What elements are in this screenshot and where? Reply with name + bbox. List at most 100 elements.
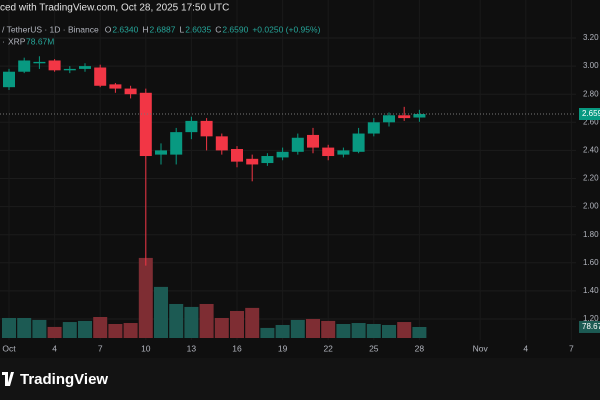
x-tick-label: Oct: [2, 343, 16, 353]
candle-body: [139, 92, 152, 157]
brand: TradingView: [20, 371, 108, 388]
source-line: ced with TradingView.com, Oct 28, 2025 1…: [0, 3, 229, 14]
candle-body: [246, 158, 259, 165]
logo-icon: [2, 372, 14, 386]
volume-bar: [214, 317, 229, 338]
volume-bar: [336, 324, 351, 338]
candle-body: [170, 132, 183, 155]
volume-bar: [366, 324, 381, 338]
footer-bar: [0, 358, 600, 400]
x-tick-label: 13: [187, 343, 197, 353]
volume-bar: [290, 319, 305, 338]
volume-bar: [321, 320, 336, 338]
ohlc-value: 2.6035: [185, 24, 211, 34]
volume-bar: [412, 326, 427, 338]
y-tick-label: 2.00: [583, 202, 599, 211]
candle-body: [94, 67, 107, 86]
candle-body: [352, 133, 365, 152]
price-badge-label: 2.6590: [582, 109, 600, 118]
volume-bar: [275, 324, 290, 338]
candle-body: [79, 66, 91, 69]
x-tick-label: 16: [232, 343, 242, 353]
x-tick-label: 4: [52, 343, 57, 353]
candle-body: [231, 148, 243, 162]
candle-body: [367, 122, 380, 134]
volume-legend-name: XRP: [8, 36, 26, 46]
x-tick-label: 28: [415, 343, 425, 353]
volume-bar: [184, 306, 199, 338]
y-tick-label: 1.20: [583, 314, 599, 323]
logo: TradingView: [2, 371, 108, 388]
volume-legend-bullet: ·: [2, 36, 5, 46]
candle-body: [215, 136, 228, 151]
candle-body: [398, 115, 411, 119]
x-tick-label: 4: [523, 343, 528, 353]
candle-body: [261, 156, 274, 164]
x-tick-label: Nov: [473, 343, 489, 353]
ohlc-key: C: [215, 24, 221, 34]
y-tick-label: 2.20: [583, 174, 599, 183]
y-tick-label: 2.60: [583, 117, 599, 126]
volume-legend-value: 78.67M: [26, 36, 54, 46]
symbol: / TetherUS · 1D · Binance: [2, 24, 99, 34]
volume-badge-label: 78.67M: [582, 322, 600, 331]
price-badge: [579, 108, 600, 121]
ohlc-value: 2.6887: [149, 24, 175, 34]
candle-body: [48, 60, 61, 71]
ohlc-value: 2.6590: [222, 24, 248, 34]
candle-body: [322, 147, 335, 157]
x-tick-label: 19: [278, 343, 288, 353]
candle-body: [413, 114, 426, 118]
y-tick-label: 3.00: [583, 61, 599, 70]
volume-bar: [47, 326, 62, 338]
x-tick-label: 10: [141, 343, 151, 353]
x-tick-label: 25: [369, 343, 379, 353]
candle-body: [124, 88, 137, 95]
volume-badge: [579, 320, 600, 333]
x-tick-label: 22: [323, 343, 333, 353]
volume-bar: [32, 319, 47, 338]
ohlc-key: H: [142, 24, 148, 34]
candle-body: [18, 60, 31, 72]
y-tick-label: 1.40: [583, 286, 599, 295]
x-tick-label: 7: [569, 343, 574, 353]
volume-bar: [260, 327, 275, 338]
candle-body: [276, 151, 289, 158]
plot-area: [0, 56, 576, 338]
candle-body: [185, 120, 198, 133]
ohlc-value: 2.6340: [112, 24, 138, 34]
volume-bar: [154, 286, 168, 338]
y-tick-label: 2.40: [583, 146, 599, 155]
volume-bar: [245, 307, 260, 338]
change: +0.0250 (+0.95%): [252, 24, 320, 34]
volume-bar: [397, 322, 412, 338]
candle-body: [63, 68, 76, 71]
volume-bar: [351, 323, 366, 338]
volume-bar: [138, 257, 153, 338]
ohlc-legend: O 2.6340 H 2.6887 L 2.6035 C 2.6590 +0.0250 (+0.…: [105, 24, 321, 34]
candle-body: [109, 84, 122, 89]
candle-body: [337, 150, 350, 155]
x-tick-label: 7: [98, 343, 103, 353]
y-tick-label: 1.60: [583, 258, 599, 267]
candle-body: [291, 137, 304, 152]
candle-body: [307, 134, 319, 148]
ohlc-key: L: [179, 24, 184, 34]
volume-bar: [108, 324, 123, 338]
y-tick-label: 3.20: [583, 33, 599, 42]
ohlc-key: O: [105, 24, 112, 34]
y-tick-label: 2.80: [583, 89, 599, 98]
candle-body: [3, 71, 15, 88]
volume-bar: [199, 303, 214, 338]
volume-bar: [306, 318, 320, 338]
candle-body: [200, 120, 213, 137]
volume-bar: [17, 317, 32, 338]
volume-bar: [2, 317, 16, 338]
y-tick-label: 1.80: [583, 230, 599, 239]
volume-bar: [230, 310, 244, 338]
volume-bar: [382, 324, 396, 338]
candle-body: [155, 150, 167, 155]
